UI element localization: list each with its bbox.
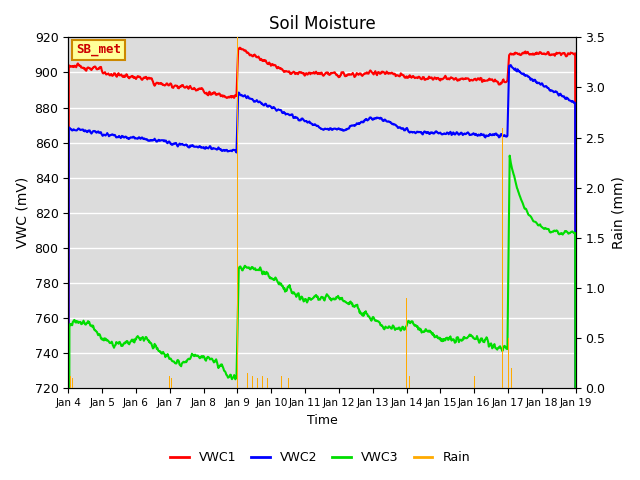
Y-axis label: Rain (mm): Rain (mm) bbox=[611, 176, 625, 249]
Bar bbox=[70, 376, 72, 388]
Bar bbox=[169, 376, 170, 388]
Y-axis label: VWC (mV): VWC (mV) bbox=[15, 177, 29, 249]
X-axis label: Time: Time bbox=[307, 414, 337, 427]
Bar bbox=[237, 37, 238, 388]
Bar bbox=[72, 378, 73, 388]
Bar bbox=[508, 338, 509, 388]
Bar bbox=[406, 298, 407, 388]
Bar bbox=[171, 378, 172, 388]
Bar bbox=[287, 378, 289, 388]
Text: SB_met: SB_met bbox=[76, 44, 121, 57]
Legend: VWC1, VWC2, VWC3, Rain: VWC1, VWC2, VWC3, Rain bbox=[165, 446, 475, 469]
Bar bbox=[511, 368, 512, 388]
Bar bbox=[262, 376, 263, 388]
Bar bbox=[474, 376, 475, 388]
Title: Soil Moisture: Soil Moisture bbox=[269, 15, 376, 33]
Bar bbox=[252, 376, 253, 388]
Bar bbox=[257, 378, 258, 388]
Bar bbox=[247, 373, 248, 388]
Bar bbox=[502, 128, 504, 388]
Bar bbox=[281, 376, 282, 388]
